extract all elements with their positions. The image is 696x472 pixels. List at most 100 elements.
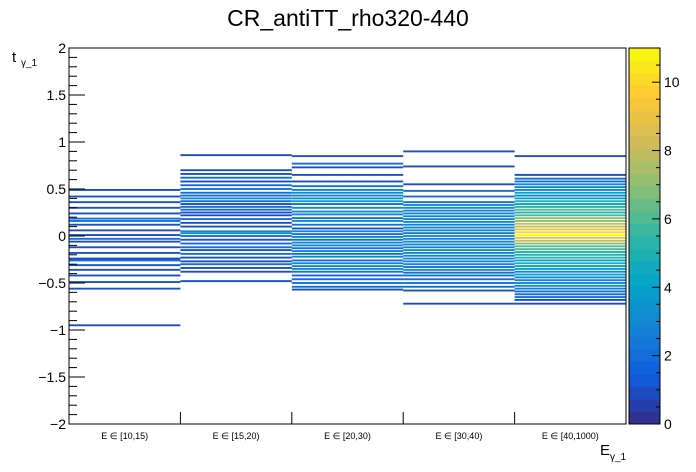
y-axis-title: t γ_1 [12,49,38,69]
heatmap-cell [69,206,181,209]
heatmap-cell [403,212,515,215]
heatmap-cell [180,173,292,175]
colorbar-tick-label: 6 [664,211,672,227]
heatmap-cell [514,180,626,183]
heatmap-cell [180,246,292,249]
colorbar-band [629,311,660,325]
heatmap-cell [403,246,515,249]
heatmap-cell [291,247,404,250]
y-axis-label-subscript: γ_1 [21,58,38,69]
heatmap-cell [514,259,626,262]
heatmap-cell [291,288,404,291]
heatmap-cell [514,298,626,301]
heatmap-cell [291,194,404,197]
heatmap-cell [180,225,292,228]
heatmap-cell [180,214,292,217]
colorbar-band [629,98,660,112]
x-axis-title: E γ_1 [600,442,627,463]
colorbar-band [629,60,660,74]
y-axis-label: t [12,49,17,66]
colorbar-band [629,135,660,149]
heatmap-cell [291,241,404,244]
heatmap-cell [514,251,626,253]
heatmap-cell [291,227,404,230]
x-category-label: E ∈ [30,40) [435,431,482,441]
heatmap-cell [291,285,404,288]
heatmap-cell [403,266,515,268]
heatmap-cell [403,223,515,226]
heatmap-cell [180,203,292,205]
colorbar-band [629,361,660,375]
heatmap-cell [180,188,292,190]
heatmap-cell [514,214,626,217]
heatmap-cell [403,220,515,223]
colorbar-band [629,198,660,212]
heatmap-cell [514,242,626,245]
heatmap-cell [514,239,626,242]
y-tick-label: −0.5 [38,275,66,291]
heatmap-cell [514,267,626,270]
heatmap-cell [403,251,515,254]
heatmap-cell [514,155,626,158]
heatmap-cell [180,249,292,252]
y-tick-label: −1.5 [38,369,66,385]
heatmap-cell [291,250,404,252]
heatmap-cell [403,271,515,274]
heatmap-cell [69,220,181,222]
heatmap-cell [69,212,181,215]
heatmap-cell [514,262,626,265]
heatmap-cell [514,183,626,186]
colorbar-tick-label: 2 [664,348,672,364]
colorbar-band [629,273,660,287]
colorbar-band [629,110,660,124]
heatmap-cell [403,215,515,218]
heatmap-cell [514,287,626,290]
heatmap-cell [403,232,515,235]
colorbar-band [629,398,660,412]
heatmap-cell [291,236,404,238]
heatmap-cell [180,208,292,211]
heatmap-cell [514,191,626,194]
heatmap-cell [291,255,404,258]
heatmap-cell [291,162,404,165]
heatmap-cells [69,150,626,327]
heatmap-cell [403,150,515,153]
heatmap-cell [291,203,404,205]
heatmap-cell [180,256,292,259]
heatmap-cell [180,230,292,233]
y-tick-label: 1 [58,134,66,150]
heatmap-cell [291,155,404,158]
y-tick-label: −1 [50,322,66,338]
heatmap-cell [403,257,515,260]
colorbar-band [629,373,660,387]
heatmap-cell [403,263,515,266]
heatmap-cell [69,268,181,271]
heatmap-cell [291,274,404,277]
heatmap-cell [514,197,626,200]
colorbar-band [629,236,660,250]
colorbar-band [629,386,660,400]
heatmap-cell [403,201,515,204]
colorbar-band [629,261,660,275]
heatmap-cell [180,205,292,208]
heatmap-cell [291,180,404,183]
heatmap-cell [514,208,626,211]
x-category-label: E ∈ [40,1000) [542,431,599,441]
heatmap-cell [403,268,515,271]
heatmap-cell [291,189,404,191]
heatmap-cell [180,260,292,263]
heatmap-cell [514,279,626,282]
colorbar-band [629,323,660,337]
heatmap-cell [403,235,515,237]
heatmap-cell [291,213,404,216]
heatmap-cell [514,231,626,234]
heatmap-cell [514,234,626,236]
heatmap-cell [180,252,292,255]
heatmap-cell [403,289,515,292]
heatmap-cell [514,200,626,203]
x-category-label: E ∈ [10,15) [101,431,148,441]
y-tick-label: 1.5 [47,87,67,103]
heatmap-cell [69,251,181,254]
heatmap-cell [514,228,626,231]
colorbar-band [629,298,660,312]
